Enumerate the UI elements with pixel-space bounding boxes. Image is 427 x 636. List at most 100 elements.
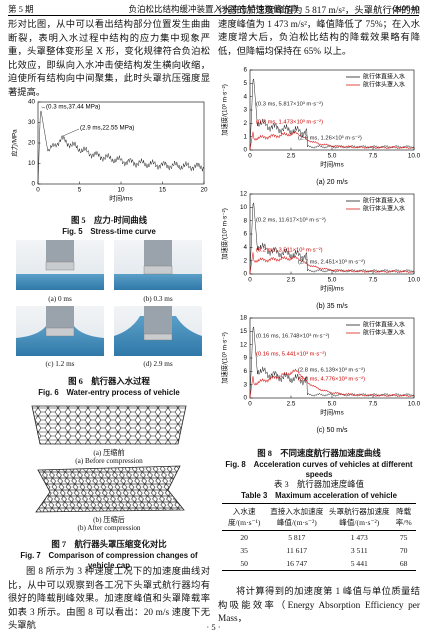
y-axis-label: 应力/MPa xyxy=(10,129,19,157)
stress-time-chart: 0 5 10 15 20 0 10 20 30 40 时间/ms 应力/MPa (0.3 ms,37.4… xyxy=(10,99,208,203)
table-cell: 70 xyxy=(399,546,408,555)
annotation: (2.9 ms, 1.26×10³ m·s⁻²) xyxy=(298,136,362,142)
x-tick-label: 0 xyxy=(248,277,252,284)
column-header: 降载率/% xyxy=(395,507,412,527)
y-tick-label: 5 xyxy=(243,80,247,87)
x-tick-label: 7.5 xyxy=(369,153,378,160)
table-cell: 1 473 xyxy=(350,533,368,542)
annotation: (3.0 ms, 4.776×10³ m·s⁻²) xyxy=(298,377,365,383)
annotation: (0.3 ms,37.44 MPa) xyxy=(46,104,100,111)
table-row: 35 11 617 3 511 70 xyxy=(222,544,416,557)
y-tick-label: 18 xyxy=(240,315,248,322)
y-tick-label: 30 xyxy=(28,119,36,126)
y-tick-label: 10 xyxy=(28,160,36,167)
x-tick-label: 10.0 xyxy=(408,401,420,408)
annotation: (2.7 ms, 2.451×10³ m·s⁻²) xyxy=(298,260,365,266)
annotation: (0.2 ms, 11.617×10³ m·s⁻²) xyxy=(256,218,326,224)
y-tick-label: 0 xyxy=(243,147,247,154)
y-axis-label: 加速度/(10³ m·s⁻²) xyxy=(220,332,229,384)
panel-label: (c) 50 m/s xyxy=(316,427,348,434)
annotation: (0.3 ms, 5.817×10³ m·s⁻²) xyxy=(256,102,323,108)
x-tick-label: 10.0 xyxy=(408,277,420,284)
panel-label-en: (b) After compression xyxy=(77,524,141,532)
y-tick-label: 1 xyxy=(243,133,247,140)
y-axis-label: 加速度/(10³ m·s⁻²) xyxy=(220,208,229,260)
acceleration-chart: 0 2.5 5.0 7.5 10.0 0 3 6 9 12 15 18 时间/ms 加速度/(10³ m·… xyxy=(220,315,420,434)
curve xyxy=(37,110,205,185)
table-cell: 11 617 xyxy=(286,546,308,555)
figure-caption-en: Fig. 6 Water-entry process of vehicle xyxy=(38,388,180,397)
y-tick-label: 12 xyxy=(240,191,248,198)
x-tick-label: 5 xyxy=(78,187,82,194)
table-cell: 5 441 xyxy=(350,559,368,568)
panel-label: (b) 压缩后 xyxy=(93,516,125,524)
y-tick-label: 40 xyxy=(28,99,36,106)
table-wrap: 入水速度/(m·s⁻¹) 直接入水加速度峰值/(m·s⁻²) 头罩航行器加速度峰值/… xyxy=(222,503,416,571)
table-header: 入水速度/(m·s⁻¹) 直接入水加速度峰值/(m·s⁻²) 头罩航行器加速度峰值/… xyxy=(222,503,416,531)
x-axis-label: 时间/ms xyxy=(320,408,344,417)
y-tick-label: 6 xyxy=(243,231,247,238)
x-tick-label: 0 xyxy=(36,187,40,194)
annotation: (0.3 ms, 1.473×10³ m·s⁻²) xyxy=(256,120,323,126)
curve xyxy=(249,202,415,275)
column-header: 入水速度/(m·s⁻¹) xyxy=(227,507,261,527)
table-row: 20 5 817 1 473 75 xyxy=(222,531,416,545)
curve xyxy=(249,326,415,399)
x-axis-label: 时间/ms xyxy=(320,284,344,293)
figure-caption-en: Fig. 5 Stress-time curve xyxy=(62,227,156,236)
y-tick-label: 6 xyxy=(243,67,247,74)
y-tick-label: 15 xyxy=(240,328,248,335)
water-entry-images xyxy=(16,240,202,356)
x-tick-label: 5.0 xyxy=(328,153,337,160)
y-tick-label: 3 xyxy=(243,381,247,388)
y-tick-label: 10 xyxy=(240,204,248,211)
table-body: 20 5 817 1 473 75 35 11 617 3 511 70 50 16 747 5 4… xyxy=(222,531,416,571)
figure-caption: 图 7 航行器头罩压缩变化对比 xyxy=(51,540,167,549)
article-code: 240640 xyxy=(393,3,420,13)
figure-caption-en: Fig. 8 Acceleration curves of vehicles a… xyxy=(225,460,413,479)
x-tick-label: 10.0 xyxy=(408,153,420,160)
y-tick-label: 20 xyxy=(28,140,36,147)
compression-lattice xyxy=(31,405,187,513)
x-axis-label: 时间/ms xyxy=(320,160,344,169)
table-cell: 16 747 xyxy=(286,559,308,568)
x-tick-label: 5.0 xyxy=(328,401,337,408)
curve xyxy=(249,368,415,399)
running-title: 负泊松比结构缓冲装置入水冲击特性数值仿真 xyxy=(128,4,299,14)
plot-frame xyxy=(37,101,205,185)
table-row: 50 16 747 5 441 68 xyxy=(222,557,416,571)
x-tick-label: 20 xyxy=(200,187,208,194)
x-tick-label: 2.5 xyxy=(287,401,296,408)
table-cell: 50 xyxy=(240,559,248,568)
paragraph: 行器的加速度峰值为 5 817 m/s²，头罩航行体的加速度峰值为 1 473 … xyxy=(218,6,420,57)
y-tick-label: 8 xyxy=(243,217,247,224)
curve xyxy=(249,78,415,151)
table-cell: 68 xyxy=(399,559,408,568)
y-tick-label: 0 xyxy=(243,271,247,278)
panel-b xyxy=(114,240,202,290)
x-tick-label: 15 xyxy=(159,187,167,194)
y-axis-label: 加速度/(10³ m·s⁻²) xyxy=(220,84,229,136)
panel-a xyxy=(16,240,104,290)
paragraph: 将计算得到的加速度第 1 峰值与单位质量结构吸能效率（Energy Absorp… xyxy=(218,587,420,625)
y-tick-label: 12 xyxy=(240,341,248,348)
x-axis-label: 时间/ms xyxy=(109,194,133,203)
panel-label: (a) 20 m/s xyxy=(316,179,348,186)
annotation-arrow xyxy=(41,106,46,109)
acceleration-table: 入水速度/(m·s⁻¹) 直接入水加速度峰值/(m·s⁻²) 头罩航行器加速度峰值/… xyxy=(222,503,416,571)
table-cell: 35 xyxy=(240,546,248,555)
annotation: (0.16 ms, 16.748×10³ m·s⁻²) xyxy=(256,334,330,340)
figure-caption: 图 6 航行器入水过程 xyxy=(68,377,150,386)
legend-label: 航行体头罩入水 xyxy=(363,205,405,213)
legend-label: 航行体直接入水 xyxy=(363,73,405,81)
table-cell: 3 511 xyxy=(350,546,368,555)
header-rule xyxy=(8,15,419,16)
panel-d xyxy=(114,306,202,356)
panel-label: (b) 0.3 ms xyxy=(143,295,173,303)
panel-label: (b) 35 m/s xyxy=(316,303,348,310)
column-header: 直接入水加速度峰值/(m·s⁻²) xyxy=(270,507,324,527)
y-tick-label: 3 xyxy=(243,107,247,114)
legend-label: 航行体直接入水 xyxy=(363,321,405,329)
table-cell: 75 xyxy=(399,533,408,542)
figure-caption: 图 8 不同速度航行器加速度曲线 xyxy=(257,449,381,458)
